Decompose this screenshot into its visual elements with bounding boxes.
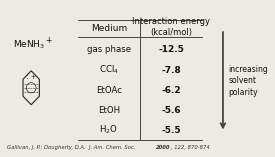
Text: H$_2$O: H$_2$O <box>100 124 118 136</box>
Text: CCl$_4$: CCl$_4$ <box>99 64 119 76</box>
Text: , 122, 870-874: , 122, 870-874 <box>171 145 210 150</box>
Text: EtOH: EtOH <box>98 106 120 115</box>
Text: Interaction energy
(kcal/mol): Interaction energy (kcal/mol) <box>132 17 210 37</box>
Text: EtOAc: EtOAc <box>96 86 122 95</box>
Text: increasing
solvent
polarity: increasing solvent polarity <box>228 65 268 97</box>
Text: Gallivan, J. P.; Dougherty, D.A.  J. Am. Chem. Soc.: Gallivan, J. P.; Dougherty, D.A. J. Am. … <box>7 145 137 150</box>
Text: Medium: Medium <box>91 24 127 33</box>
Text: +: + <box>45 36 51 45</box>
Text: -7.8: -7.8 <box>161 65 181 75</box>
Text: -5.6: -5.6 <box>161 106 181 115</box>
Text: -6.2: -6.2 <box>161 86 181 95</box>
Text: MeNH$_3$: MeNH$_3$ <box>13 38 45 51</box>
Text: gas phase: gas phase <box>87 46 131 54</box>
Text: -12.5: -12.5 <box>158 46 184 54</box>
Text: 2000: 2000 <box>156 145 170 150</box>
Text: -5.5: -5.5 <box>161 126 181 135</box>
Text: : +: : + <box>26 74 36 80</box>
